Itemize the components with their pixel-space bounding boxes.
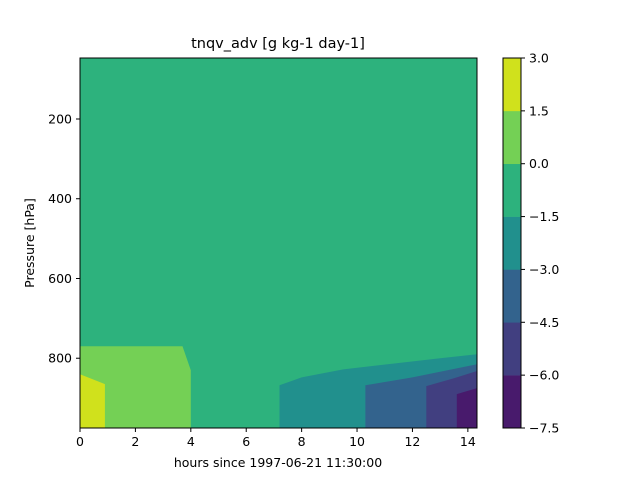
colorbar-band bbox=[503, 375, 521, 429]
x-tick-label: 12 bbox=[404, 434, 420, 449]
plot-area bbox=[79, 57, 478, 429]
colorbar-tick-label: 1.5 bbox=[529, 103, 549, 118]
colorbar-tick-label: −4.5 bbox=[529, 315, 559, 330]
x-axis-label: hours since 1997-06-21 11:30:00 bbox=[174, 455, 382, 470]
colorbar-tick-label: 3.0 bbox=[529, 51, 549, 66]
x-tick-label: 8 bbox=[298, 434, 306, 449]
colorbar-tick-label: −3.0 bbox=[529, 262, 559, 277]
x-tick-label: 4 bbox=[187, 434, 195, 449]
colorbar-tick-label: −1.5 bbox=[529, 209, 559, 224]
contour-region-6 bbox=[456, 388, 477, 428]
colorbar-tick-label: −7.5 bbox=[529, 421, 559, 436]
colorbar-band bbox=[503, 110, 521, 165]
y-tick-label: 200 bbox=[48, 112, 72, 127]
y-axis-label: Pressure [hPa] bbox=[22, 198, 37, 288]
colorbar-band bbox=[503, 216, 521, 270]
y-tick-label: 800 bbox=[48, 351, 72, 366]
colorbar-tick-label: 0.0 bbox=[529, 156, 549, 171]
plot-frame bbox=[79, 57, 478, 429]
x-tick-label: 2 bbox=[131, 434, 139, 449]
colorbar-frame bbox=[502, 57, 522, 429]
y-axis: 200 400 600 800 bbox=[48, 112, 80, 366]
colorbar-band bbox=[503, 322, 521, 376]
contour-region-2 bbox=[80, 374, 105, 428]
x-tick-label: 0 bbox=[76, 434, 84, 449]
colorbar-band bbox=[503, 163, 521, 217]
colorbar: 3.0 1.5 0.0 −1.5 −3.0 −4.5 −6.0 −7.5 bbox=[502, 51, 559, 436]
colorbar-band bbox=[503, 269, 521, 323]
chart-title: tnqv_adv [g kg-1 day-1] bbox=[191, 36, 365, 52]
y-tick-label: 400 bbox=[48, 191, 72, 206]
y-tick-label: 600 bbox=[48, 271, 72, 286]
x-tick-label: 10 bbox=[349, 434, 365, 449]
x-tick-label: 14 bbox=[460, 434, 476, 449]
x-axis: 0 2 4 6 8 10 12 14 bbox=[76, 428, 476, 449]
colorbar-tick-label: −6.0 bbox=[529, 368, 559, 383]
colorbar-band bbox=[503, 58, 521, 112]
contour-region-1 bbox=[80, 346, 191, 428]
x-tick-label: 6 bbox=[242, 434, 250, 449]
